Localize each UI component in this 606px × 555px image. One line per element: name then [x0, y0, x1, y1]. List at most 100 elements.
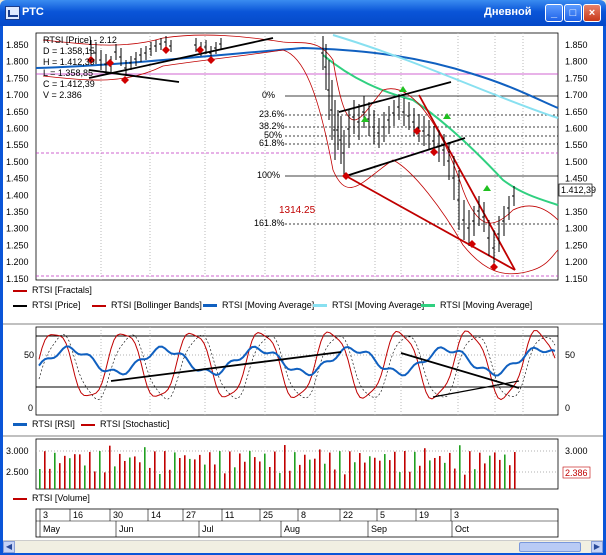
volume-bar — [379, 460, 381, 489]
fib-label: 100% — [257, 170, 280, 180]
volume-bar — [204, 464, 206, 489]
volume-bar — [194, 459, 196, 489]
volume-bar — [189, 458, 191, 489]
volume-bar — [124, 460, 126, 489]
volume-bar — [504, 454, 506, 489]
volume-bar — [284, 445, 286, 489]
volume-bar — [314, 458, 316, 489]
volume-tick: 2.386 — [565, 468, 588, 478]
price-plot-frame — [35, 32, 559, 281]
volume-bar — [174, 452, 176, 489]
volume-bar — [444, 462, 446, 489]
legend-item: RTSI [Moving Average] — [313, 300, 424, 310]
price-tick: 1.200 — [565, 257, 588, 267]
volume-bar — [244, 461, 246, 489]
last-price-box — [558, 183, 593, 197]
volume-chart[interactable]: 3.000 2.500 3.000 2.386 — [3, 437, 603, 507]
volume-bar — [94, 471, 96, 489]
price-chart[interactable]: 1.850 1.800 1.750 1.700 1.650 1.600 1.550 1.500… — [3, 30, 603, 323]
ohlc-text: L = 1.358,85 — [43, 68, 93, 78]
volume-tick: 3.000 — [6, 446, 29, 456]
volume-bar — [164, 451, 166, 489]
scroll-thumb[interactable] — [519, 542, 581, 552]
window-title: РТС — [22, 6, 44, 18]
volume-bar — [234, 467, 236, 489]
volume-panel[interactable]: 3.000 2.500 3.000 2.386 RTSI [Volume] — [3, 437, 603, 507]
fractal-marker — [162, 46, 170, 54]
volume-tick: 2.500 — [6, 467, 29, 477]
oscillator-panel[interactable]: 50 0 50 0 RTSI [RSI] RTSI [Stochastic] — [3, 325, 603, 435]
volume-bar — [184, 455, 186, 489]
volume-bar — [79, 454, 81, 489]
volume-bar — [419, 465, 421, 489]
volume-bar — [474, 469, 476, 489]
volume-bar — [304, 454, 306, 489]
volume-bar — [319, 449, 321, 489]
volume-bar — [324, 463, 326, 489]
chart-app-icon — [5, 6, 20, 20]
fractal-marker — [87, 56, 95, 64]
volume-bar — [179, 458, 181, 489]
price-tick: 1.550 — [6, 140, 29, 150]
minimize-button[interactable]: _ — [545, 4, 563, 22]
fractal-marker — [490, 263, 498, 271]
oscillator-plot-frame — [35, 326, 559, 416]
volume-bar — [69, 458, 71, 489]
volume-bar — [239, 453, 241, 489]
price-tick: 1.550 — [565, 140, 588, 150]
moving-average-line — [332, 34, 559, 119]
month-tick: Aug — [284, 524, 300, 534]
price-tick: 1.300 — [6, 224, 29, 234]
maximize-button[interactable]: □ — [564, 4, 582, 22]
volume-bar — [199, 454, 201, 489]
close-icon: × — [588, 7, 596, 19]
last-price-value: 1.412,39 — [561, 185, 596, 195]
trend-line — [432, 380, 520, 398]
fractal-marker — [361, 116, 369, 122]
volume-bar — [44, 451, 46, 489]
horizontal-scrollbar[interactable]: ◀ ▶ — [3, 540, 603, 553]
fib-label: 61.8% — [259, 138, 285, 148]
volume-bar — [129, 457, 131, 489]
pane-divider[interactable] — [3, 323, 603, 325]
volume-bar — [249, 450, 251, 489]
volume-bar — [74, 454, 76, 489]
price-tick: 1.700 — [6, 90, 29, 100]
month-tick: Jun — [119, 524, 134, 534]
close-button[interactable]: × — [583, 4, 601, 22]
pane-divider[interactable] — [3, 435, 603, 437]
volume-bar — [459, 445, 461, 489]
legend-item: RTSI [Bollinger Bands] — [92, 300, 202, 310]
date-tick: 3 — [454, 510, 459, 520]
price-tick: 1.500 — [565, 157, 588, 167]
price-tick: 1.600 — [6, 124, 29, 134]
price-panel[interactable]: 1.850 1.800 1.750 1.700 1.650 1.600 1.550 1.500… — [3, 30, 603, 323]
scroll-left-button[interactable]: ◀ — [3, 541, 15, 553]
volume-bar — [364, 462, 366, 489]
title-bar[interactable]: РТС Дневной _ □ × — [0, 0, 606, 26]
volume-bar — [344, 474, 346, 489]
scroll-right-button[interactable]: ▶ — [591, 541, 603, 553]
oscillator-chart[interactable]: 50 0 50 0 — [3, 325, 603, 435]
volume-bar — [39, 469, 41, 489]
volume-bar — [294, 452, 296, 489]
volume-bar — [384, 454, 386, 489]
date-tick: 19 — [419, 510, 429, 520]
volume-bar — [359, 453, 361, 489]
price-tick: 1.850 — [565, 40, 588, 50]
price-tick: 1.750 — [565, 73, 588, 83]
price-tick: 1.350 — [6, 207, 29, 217]
trend-line — [88, 37, 274, 79]
volume-bar — [154, 451, 156, 489]
trend-line — [88, 69, 180, 83]
price-tick: 1.150 — [565, 274, 588, 284]
volume-bar — [469, 451, 471, 489]
fib-label: 38.2% — [259, 121, 285, 131]
fractal-marker — [483, 185, 491, 191]
volume-bar — [449, 452, 451, 489]
ohlc-text: D = 1.358,15 — [43, 46, 95, 56]
fractal-marker — [468, 240, 476, 248]
fractal-marker — [430, 148, 438, 156]
fractal-marker — [413, 127, 421, 135]
volume-bar — [464, 474, 466, 489]
